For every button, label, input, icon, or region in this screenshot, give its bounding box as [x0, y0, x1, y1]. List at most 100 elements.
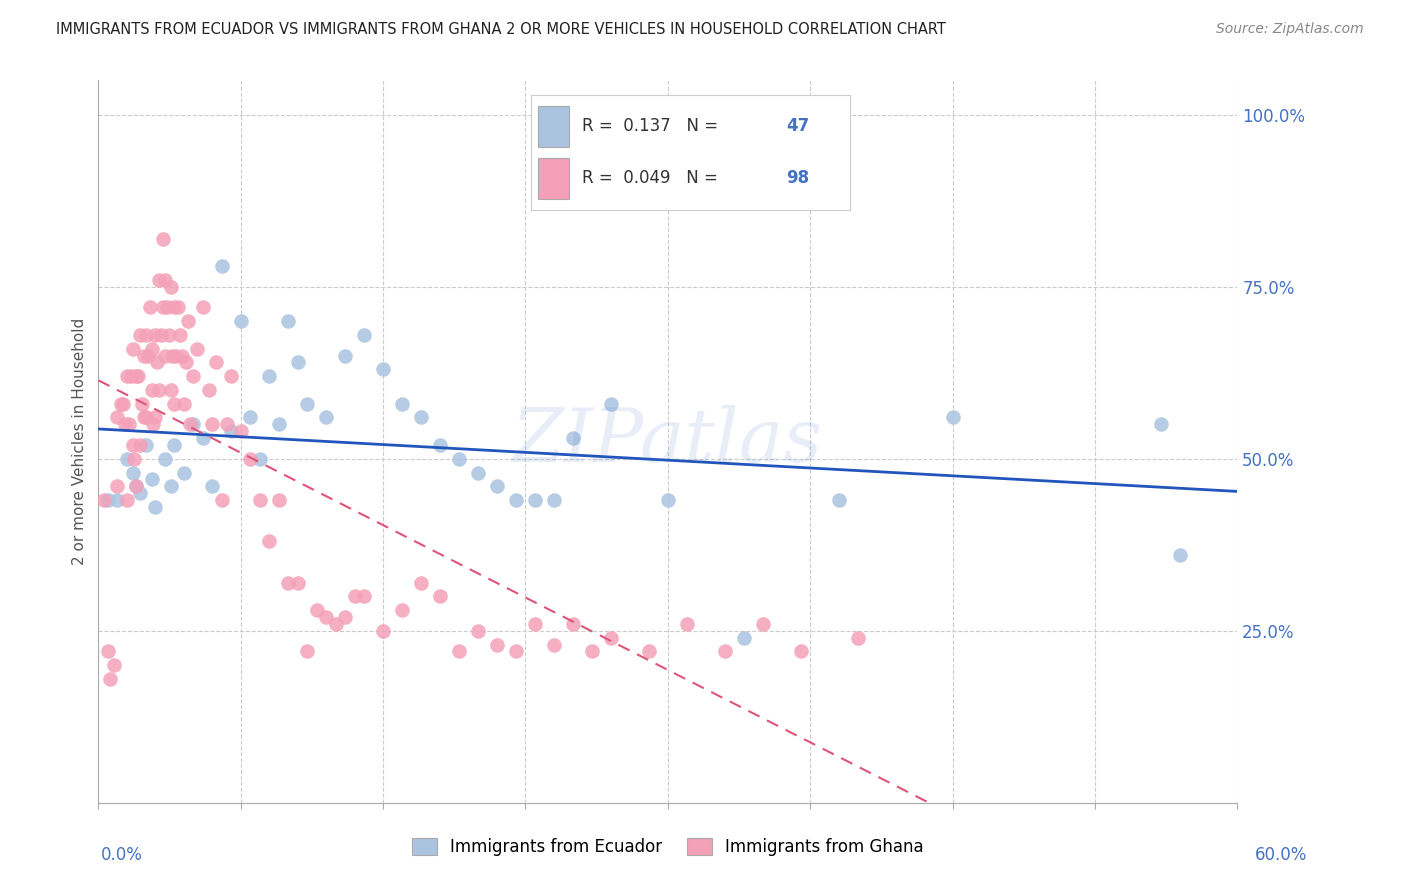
Point	[153, 349, 176, 363]
Point	[145, 327, 167, 342]
Point	[733, 631, 755, 645]
Point	[297, 644, 319, 658]
Point	[297, 397, 319, 411]
Point	[138, 301, 160, 315]
Point	[543, 638, 565, 652]
Point	[846, 631, 869, 645]
Legend: Immigrants from Ecuador, Immigrants from Ghana: Immigrants from Ecuador, Immigrants from…	[412, 838, 924, 856]
Point	[429, 590, 451, 604]
Point	[505, 493, 527, 508]
Point	[135, 327, 157, 342]
Point	[600, 397, 623, 411]
Point	[211, 259, 233, 273]
Point	[176, 314, 198, 328]
Point	[183, 417, 205, 432]
Point	[449, 644, 471, 658]
Point	[127, 369, 149, 384]
Point	[287, 355, 309, 369]
Point	[277, 575, 299, 590]
Point	[129, 438, 152, 452]
Point	[353, 590, 375, 604]
Point	[145, 410, 167, 425]
Point	[562, 431, 585, 445]
Text: Source: ZipAtlas.com: Source: ZipAtlas.com	[1216, 22, 1364, 37]
Point	[163, 397, 186, 411]
Point	[98, 672, 121, 686]
Point	[239, 410, 262, 425]
Point	[150, 327, 173, 342]
Point	[229, 424, 252, 438]
Point	[790, 644, 813, 658]
Point	[315, 410, 337, 425]
Point	[676, 616, 699, 631]
Point	[752, 616, 775, 631]
Point	[131, 397, 153, 411]
Point	[146, 355, 169, 369]
Point	[411, 575, 433, 590]
Point	[163, 438, 186, 452]
Point	[201, 417, 224, 432]
Point	[152, 301, 174, 315]
Point	[828, 493, 851, 508]
Point	[121, 466, 143, 480]
Point	[110, 397, 132, 411]
Point	[277, 314, 299, 328]
Point	[135, 410, 157, 425]
Point	[115, 369, 138, 384]
Point	[118, 417, 141, 432]
Point	[191, 431, 214, 445]
Point	[259, 369, 281, 384]
Point	[141, 383, 163, 397]
Point	[125, 479, 148, 493]
Point	[353, 327, 375, 342]
Point	[335, 610, 357, 624]
Point	[305, 603, 328, 617]
Point	[239, 451, 262, 466]
Point	[486, 479, 509, 493]
Point	[543, 493, 565, 508]
Point	[129, 327, 152, 342]
Point	[638, 644, 661, 658]
Point	[103, 658, 125, 673]
Point	[97, 493, 120, 508]
Point	[120, 369, 142, 384]
Point	[714, 644, 737, 658]
Point	[107, 493, 129, 508]
Point	[141, 472, 163, 486]
Point	[249, 451, 271, 466]
Text: IMMIGRANTS FROM ECUADOR VS IMMIGRANTS FROM GHANA 2 OR MORE VEHICLES IN HOUSEHOLD: IMMIGRANTS FROM ECUADOR VS IMMIGRANTS FR…	[56, 22, 946, 37]
Point	[112, 397, 135, 411]
Point	[125, 369, 148, 384]
Text: 60.0%: 60.0%	[1256, 846, 1308, 863]
Point	[249, 493, 271, 508]
Point	[142, 417, 165, 432]
Point	[191, 301, 214, 315]
Point	[163, 301, 186, 315]
Point	[229, 314, 252, 328]
Point	[505, 644, 527, 658]
Point	[124, 451, 146, 466]
Point	[97, 644, 120, 658]
Point	[581, 644, 603, 658]
Point	[221, 424, 243, 438]
Point	[315, 610, 337, 624]
Point	[115, 493, 138, 508]
Point	[159, 479, 181, 493]
Point	[132, 410, 155, 425]
Point	[115, 451, 138, 466]
Point	[371, 624, 394, 638]
Point	[391, 397, 413, 411]
Point	[186, 342, 208, 356]
Point	[205, 355, 228, 369]
Point	[1150, 417, 1173, 432]
Point	[325, 616, 347, 631]
Point	[162, 349, 184, 363]
Point	[107, 410, 129, 425]
Point	[173, 466, 195, 480]
Point	[429, 438, 451, 452]
Point	[121, 342, 143, 356]
Text: ZIPatlas: ZIPatlas	[512, 405, 824, 478]
Point	[156, 301, 179, 315]
Point	[371, 362, 394, 376]
Point	[217, 417, 239, 432]
